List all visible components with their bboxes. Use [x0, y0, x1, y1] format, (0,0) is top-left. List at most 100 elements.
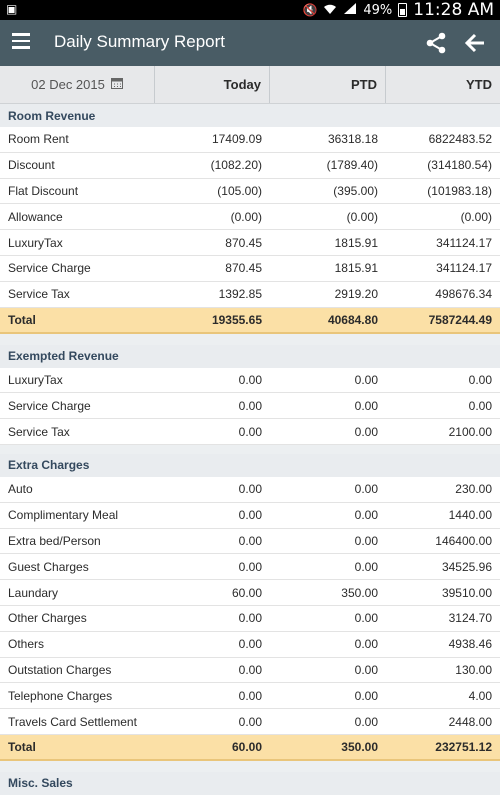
today-value: 870.45 — [225, 261, 262, 276]
row-label: Flat Discount — [8, 183, 79, 198]
row-label: Service Tax — [8, 287, 70, 302]
ptd-value: 36318.18 — [327, 132, 378, 147]
table-row: Outstation Charges 0.00 0.00 130.00 — [0, 657, 500, 684]
row-label: LuxuryTax — [8, 235, 63, 250]
table-row: Allowance (0.00) (0.00) (0.00) — [0, 204, 500, 231]
row-label: Service Charge — [8, 398, 91, 413]
section-header: Exempted Revenue — [0, 344, 500, 368]
row-label: Service Charge — [8, 261, 91, 276]
total-label: Total — [8, 312, 36, 327]
section-header: Room Revenue — [0, 104, 500, 127]
today-value: (0.00) — [230, 209, 262, 224]
row-label: Laundary — [8, 585, 59, 600]
today-value: 0.00 — [238, 372, 262, 387]
status-icons: 🔇 49% 11:28 AM — [302, 0, 494, 20]
ptd-value: 0.00 — [354, 662, 378, 677]
ytd-value: 39510.00 — [441, 585, 492, 600]
share-icon[interactable] — [425, 32, 449, 54]
back-arrow-icon[interactable] — [464, 32, 488, 54]
battery-percent: 49% — [363, 2, 393, 18]
app-bar: Daily Summary Report — [0, 20, 500, 66]
row-label: Auto — [8, 482, 33, 497]
table-row: Extra bed/Person 0.00 0.00 146400.00 — [0, 528, 500, 555]
today-value: (1082.20) — [210, 158, 262, 173]
today-value: (105.00) — [217, 183, 262, 198]
table-row: Other Charges 0.00 0.00 3124.70 — [0, 605, 500, 632]
ptd-value: (0.00) — [346, 209, 378, 224]
today-value: 0.00 — [238, 424, 262, 439]
table-row: Room Rent 17409.09 36318.18 6822483.52 — [0, 127, 500, 153]
column-header: 02 Dec 2015 Today PTD YTD — [0, 66, 500, 104]
ytd-value: 0.00 — [468, 398, 492, 413]
menu-icon[interactable] — [12, 33, 30, 53]
table-row: Service Charge 870.45 1815.91 341124.17 — [0, 255, 500, 282]
section-header: Extra Charges — [0, 453, 500, 477]
ptd-total: 40684.80 — [327, 312, 378, 327]
ptd-value: (395.00) — [333, 183, 378, 198]
ytd-value: 146400.00 — [435, 533, 492, 548]
column-today: Today — [155, 66, 270, 103]
ptd-value: 0.00 — [354, 398, 378, 413]
row-label: Travels Card Settlement — [8, 714, 137, 729]
section-divider — [0, 444, 500, 454]
row-label: Room Rent — [8, 132, 69, 147]
section-divider — [0, 760, 500, 772]
ytd-value: 0.00 — [468, 372, 492, 387]
row-label: Complimentary Meal — [8, 508, 119, 523]
ytd-value: (314180.54) — [427, 158, 492, 173]
ptd-value: 0.00 — [354, 688, 378, 703]
today-value: 0.00 — [238, 662, 262, 677]
today-value: 870.45 — [225, 235, 262, 250]
status-bar: ▣ 🔇 49% 11:28 AM — [0, 0, 500, 20]
ptd-value: 2919.20 — [334, 287, 378, 302]
ptd-value: 0.00 — [354, 559, 378, 574]
ytd-value: 4938.46 — [448, 637, 492, 652]
ytd-total: 232751.12 — [435, 739, 492, 754]
row-label: Allowance — [8, 209, 63, 224]
ptd-value: 0.00 — [354, 533, 378, 548]
date-label: 02 Dec 2015 — [31, 77, 105, 92]
today-value: 0.00 — [238, 559, 262, 574]
row-label: Guest Charges — [8, 559, 89, 574]
table-row: Guest Charges 0.00 0.00 34525.96 — [0, 554, 500, 581]
total-row: Total 19355.65 40684.80 7587244.49 — [0, 307, 500, 334]
today-value: 0.00 — [238, 508, 262, 523]
ytd-value: (0.00) — [460, 209, 492, 224]
column-ptd: PTD — [270, 66, 386, 103]
ytd-value: 230.00 — [455, 482, 492, 497]
page-title: Daily Summary Report — [54, 32, 225, 51]
battery-icon — [398, 3, 408, 17]
ptd-value: (1789.40) — [326, 158, 378, 173]
today-total: 60.00 — [231, 739, 262, 754]
date-picker[interactable]: 02 Dec 2015 — [0, 66, 155, 103]
ytd-value: 2448.00 — [448, 714, 492, 729]
report-content[interactable]: Room Revenue Room Rent 17409.09 36318.18… — [0, 104, 500, 800]
row-label: Others — [8, 637, 45, 652]
table-row: Others 0.00 0.00 4938.46 — [0, 631, 500, 658]
row-label: Telephone Charges — [8, 688, 113, 703]
table-row: Discount (1082.20) (1789.40) (314180.54) — [0, 152, 500, 179]
calendar-icon — [110, 77, 123, 92]
total-row: Total 60.00 350.00 232751.12 — [0, 734, 500, 761]
ytd-value: (101983.18) — [427, 183, 492, 198]
ytd-value: 341124.17 — [436, 261, 492, 276]
ptd-value: 1815.91 — [334, 235, 378, 250]
today-value: 0.00 — [238, 637, 262, 652]
ptd-total: 350.00 — [341, 739, 378, 754]
table-row: Service Tax 0.00 0.00 2100.00 — [0, 419, 500, 445]
table-row: Service Charge 0.00 0.00 0.00 — [0, 393, 500, 420]
ytd-value: 498676.34 — [435, 287, 492, 302]
signal-icon — [343, 2, 357, 18]
ytd-value: 1440.00 — [448, 508, 492, 523]
ytd-value: 130.00 — [455, 662, 492, 677]
ptd-value: 0.00 — [354, 424, 378, 439]
ptd-value: 0.00 — [354, 482, 378, 497]
ptd-value: 0.00 — [354, 508, 378, 523]
today-value: 0.00 — [238, 533, 262, 548]
ptd-value: 0.00 — [354, 372, 378, 387]
clock: 11:28 AM — [413, 0, 494, 20]
section-divider — [0, 333, 500, 345]
row-label: Other Charges — [8, 611, 87, 626]
ptd-value: 0.00 — [354, 611, 378, 626]
table-row: Service Tax 1392.85 2919.20 498676.34 — [0, 281, 500, 308]
